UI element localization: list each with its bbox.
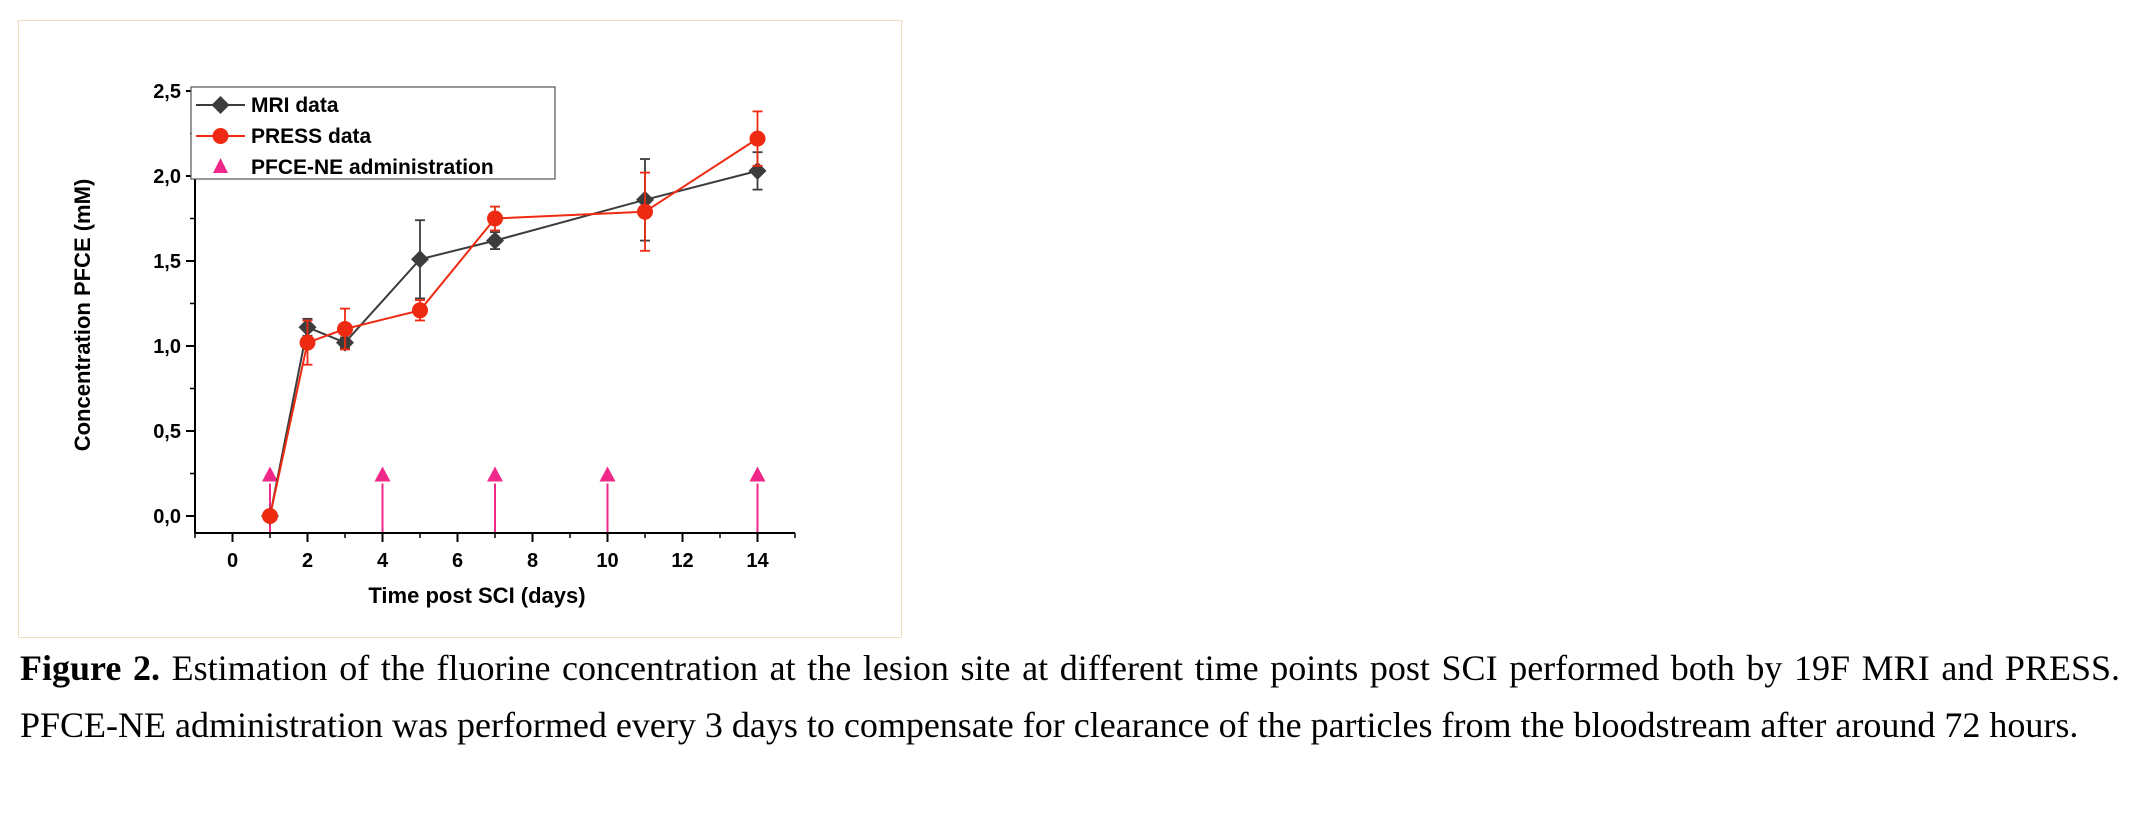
x-axis-title: Time post SCI (days) [368, 583, 585, 608]
series-layer [261, 110, 767, 525]
figure-panel: 0 2 4 6 8 10 12 14 0,0 0,5 1,0 1,5 2,0 2,5 Time post … [18, 20, 902, 638]
administration-marker [749, 466, 766, 482]
legend-entry-press: PRESS data [196, 125, 372, 148]
data-point [262, 508, 278, 524]
series-press [262, 110, 766, 524]
series-mri [261, 151, 767, 525]
legend-label-press: PRESS data [251, 125, 372, 148]
legend-entry-administration: PFCE-NE administration [213, 156, 494, 179]
axes: 0 2 4 6 8 10 12 14 0,0 0,5 1,0 1,5 2,0 2,5 [153, 81, 796, 572]
data-point [637, 203, 653, 220]
legend-marker-mri [211, 96, 230, 114]
legend-box [190, 86, 556, 180]
figure-caption: Figure 2. Estimation of the fluorine con… [20, 640, 2120, 754]
y-tick-label: 2,0 [153, 166, 181, 188]
caption-text: Estimation of the fluorine concentration… [20, 648, 2121, 745]
administration-marker [487, 466, 503, 482]
administration-marker [374, 466, 391, 482]
legend: MRI data PRESS data PFCE-NE administrati… [190, 86, 556, 180]
legend-label-administration: PFCE-NE administration [251, 156, 494, 179]
y-axis-title: Concentration PFCE (mM) [70, 179, 95, 452]
data-point [486, 231, 504, 250]
y-tick-label: 0,5 [153, 421, 181, 443]
data-point [412, 302, 428, 319]
x-tick-label: 12 [671, 550, 693, 572]
x-tick-label: 2 [302, 550, 313, 572]
y-tick-label: 1,0 [153, 336, 181, 358]
y-tick-label: 0,0 [153, 506, 181, 528]
figure-label: Figure 2. [20, 648, 160, 688]
administration-marker [262, 466, 278, 482]
data-point [749, 130, 766, 147]
x-tick-label: 4 [377, 550, 389, 572]
chart: 0 2 4 6 8 10 12 14 0,0 0,5 1,0 1,5 2,0 2,5 Time post … [70, 81, 796, 608]
y-tick-label: 1,5 [153, 251, 181, 273]
legend-marker-press [212, 128, 229, 144]
legend-marker-administration [213, 158, 228, 173]
y-tick-label: 2,5 [153, 81, 181, 103]
legend-entry-mri: MRI data [196, 94, 339, 117]
data-point [487, 210, 503, 227]
administration-arrows [262, 466, 766, 533]
data-point [337, 321, 353, 337]
x-tick-label: 6 [452, 550, 463, 572]
administration-marker [599, 466, 616, 482]
data-point [299, 334, 316, 351]
data-point [411, 250, 429, 269]
x-tick-label: 14 [746, 550, 769, 572]
x-tick-label: 0 [227, 550, 238, 572]
legend-label-mri: MRI data [251, 94, 339, 117]
x-tick-label: 8 [527, 550, 538, 572]
x-tick-label: 10 [596, 550, 618, 572]
